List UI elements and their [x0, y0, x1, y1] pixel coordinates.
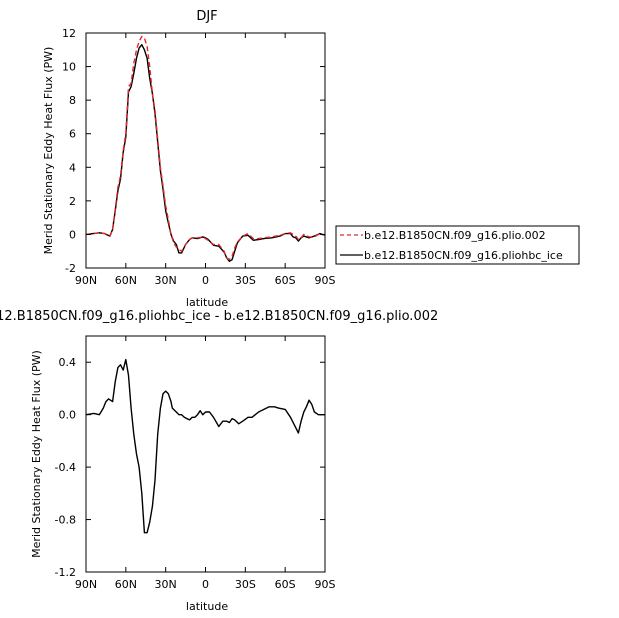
top-x-axis-label: latitude	[186, 296, 228, 309]
top-y-tick-label: 6	[69, 128, 76, 141]
bottom-series-group	[85, 358, 325, 534]
bottom-x-axis-label: latitude	[186, 600, 228, 613]
bottom-ticks-group: 90N 60N 30N 0 30S 60S 90S -1.2 -0.8 -0.4 0.0 0.4	[55, 336, 336, 591]
top-title: DJF	[196, 9, 217, 24]
bottom-title: b.e12.B1850CN.f09_g16.pliohbc_ice - b.e1…	[0, 309, 438, 324]
top-series-line-1	[85, 44, 326, 262]
legend-box	[335, 225, 580, 265]
top-x-tick-label: 30N	[155, 274, 177, 287]
bottom-x-tick-label: 90N	[75, 578, 97, 591]
top-y-tick-label: 4	[69, 161, 76, 174]
bottom-y-tick-label: -0.8	[55, 514, 76, 527]
legend-label-plio: b.e12.B1850CN.f09_g16.plio.002	[364, 229, 546, 242]
bottom-x-tick-label: 60S	[275, 578, 296, 591]
bottom-y-tick-label: -0.4	[55, 461, 76, 474]
top-x-tick-label: 60N	[115, 274, 137, 287]
bottom-x-tick-label: 90S	[315, 578, 336, 591]
bottom-x-tick-label: 60N	[115, 578, 137, 591]
top-series-group	[85, 35, 326, 262]
bottom-x-tick-label: 30S	[235, 578, 256, 591]
bottom-plot-frame	[85, 335, 326, 573]
bottom-x-tick-label: 30N	[155, 578, 177, 591]
bottom-y-tick-label: -1.2	[55, 566, 76, 579]
top-x-tick-label: 90S	[315, 274, 336, 287]
panel-bottom: b.e12.B1850CN.f09_g16.pliohbc_ice - b.e1…	[0, 309, 438, 613]
top-y-tick-label: 10	[62, 61, 76, 74]
top-x-tick-label: 60S	[275, 274, 296, 287]
top-series-line-0	[85, 35, 326, 261]
top-y-axis-label: Merid Stationary Eddy Heat Flux (PW)	[42, 47, 55, 255]
top-y-tick-label: 12	[62, 27, 76, 40]
bottom-y-tick-label: 0.4	[59, 356, 77, 369]
top-y-tick-label: 2	[69, 195, 76, 208]
panel-top: DJF 90N 60N 30N 0 30S 60S 90S -2 0 2 4 6 8 10 12 latit…	[42, 9, 336, 309]
bottom-x-tick-label: 0	[202, 578, 209, 591]
top-y-tick-label: -2	[65, 262, 76, 275]
legend-label-pliohbc: b.e12.B1850CN.f09_g16.pliohbc_ice	[364, 249, 563, 262]
top-y-tick-label: 8	[69, 94, 76, 107]
bottom-y-axis-label: Merid Stationary Eddy Heat Flux (PW)	[30, 350, 43, 558]
top-ticks-group: 90N 60N 30N 0 30S 60S 90S -2 0 2 4 6 8 10 12	[62, 27, 336, 287]
top-x-tick-label: 90N	[75, 274, 97, 287]
legend: b.e12.B1850CN.f09_g16.plio.002 b.e12.B18…	[335, 225, 580, 265]
top-y-tick-label: 0	[69, 228, 76, 241]
bottom-y-tick-label: 0.0	[59, 409, 77, 422]
top-x-tick-label: 30S	[235, 274, 256, 287]
bottom-series-line-0	[85, 358, 325, 534]
top-x-tick-label: 0	[202, 274, 209, 287]
